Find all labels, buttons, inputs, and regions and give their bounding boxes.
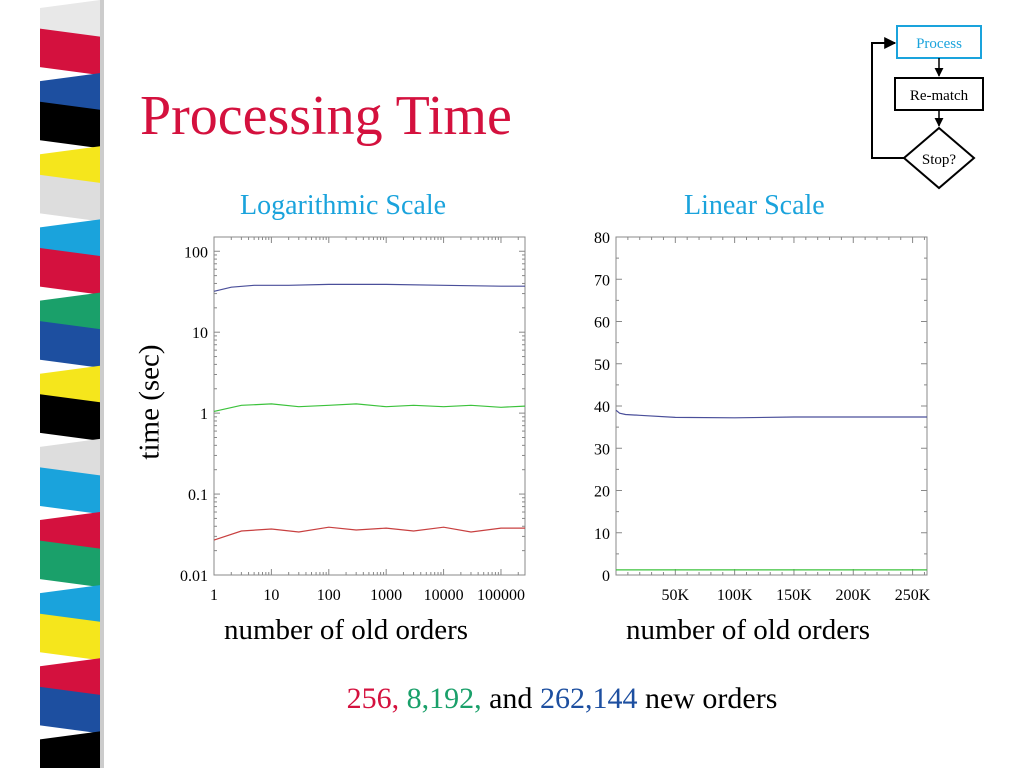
y-tick-label: 0 [602, 568, 610, 585]
x-tick-label: 10000 [424, 587, 464, 604]
y-tick-label: 100 [184, 244, 208, 261]
stripe-segment [40, 686, 100, 734]
stripe-segment [40, 174, 100, 222]
x-tick-label: 100 [317, 587, 341, 604]
stripe-segment [40, 467, 100, 514]
y-tick-label: 40 [594, 399, 610, 416]
log-chart-subtitle: Logarithmic Scale [240, 190, 447, 221]
x-tick-label: 100000 [477, 587, 525, 604]
y-tick-label: 10 [192, 325, 208, 342]
x-tick-label: 100K [717, 587, 753, 604]
y-tick-label: 0.01 [180, 568, 208, 585]
stripe-segment [40, 28, 100, 76]
x-tick-label: 50K [662, 587, 690, 604]
y-tick-label: 1 [200, 406, 208, 423]
decorative-stripe [40, 0, 104, 768]
caption-segment: and [481, 682, 540, 715]
x-tick-label: 150K [776, 587, 812, 604]
y-tick-label: 50 [594, 357, 610, 374]
plot-frame [615, 236, 928, 576]
x-tick-label: 10 [263, 587, 279, 604]
new-orders-caption: 256, 8,192, and 262,144 new orders [0, 682, 1024, 716]
series-line-1 [213, 403, 526, 412]
stripe-segment [40, 613, 100, 661]
x-tick-label: 1000 [370, 587, 402, 604]
x-tick-label: 1 [210, 587, 218, 604]
y-tick-label: 10 [594, 526, 610, 543]
linear-chart: 50K 100K 150K 200K 250K 0 10 20 30 40 50 60 70 80 [594, 230, 931, 604]
y-tick-label: 30 [594, 441, 610, 458]
x-tick-label: 200K [835, 587, 871, 604]
linear-chart-x-label: number of old orders [626, 614, 871, 646]
flowchart-diagram: Process Re-match Stop? [871, 25, 984, 190]
log-chart-x-label: number of old orders [224, 614, 469, 646]
y-tick-label: 60 [594, 315, 610, 332]
stripe-segment [40, 731, 100, 768]
stop-label: Stop? [922, 152, 957, 168]
y-tick-label: 20 [594, 484, 610, 501]
rematch-label: Re-match [910, 88, 969, 104]
y-tick-label: 70 [594, 272, 610, 289]
y-tick-label: 0.1 [188, 487, 208, 504]
stripe-segment [40, 101, 100, 149]
caption-segment: 8,192, [399, 682, 482, 715]
caption-segment: 256, [346, 682, 400, 715]
stripe-segment [40, 248, 100, 295]
series-line-0 [213, 283, 525, 292]
series-line-2 [213, 526, 525, 541]
stripe-segment [40, 540, 100, 588]
x-tick-label: 250K [895, 587, 931, 604]
log-chart: 1 10 100 1000 10000 100000 0.01 0.1 1 10 100 [180, 236, 526, 604]
slide-title: Processing Time [140, 85, 512, 147]
series-line-0 [615, 409, 927, 419]
stripe-segment [40, 394, 100, 441]
process-label: Process [916, 36, 962, 52]
stop-decision-diamond [902, 126, 976, 190]
linear-chart-subtitle: Linear Scale [684, 190, 825, 221]
caption-segment: 262,144 [539, 682, 638, 715]
stripe-shadow [100, 0, 104, 768]
y-tick-label: 80 [594, 230, 610, 247]
process-box [896, 25, 982, 59]
stripe-segment [40, 321, 100, 368]
caption-segment: new orders [637, 682, 778, 715]
loop-back-arrow [871, 37, 904, 159]
